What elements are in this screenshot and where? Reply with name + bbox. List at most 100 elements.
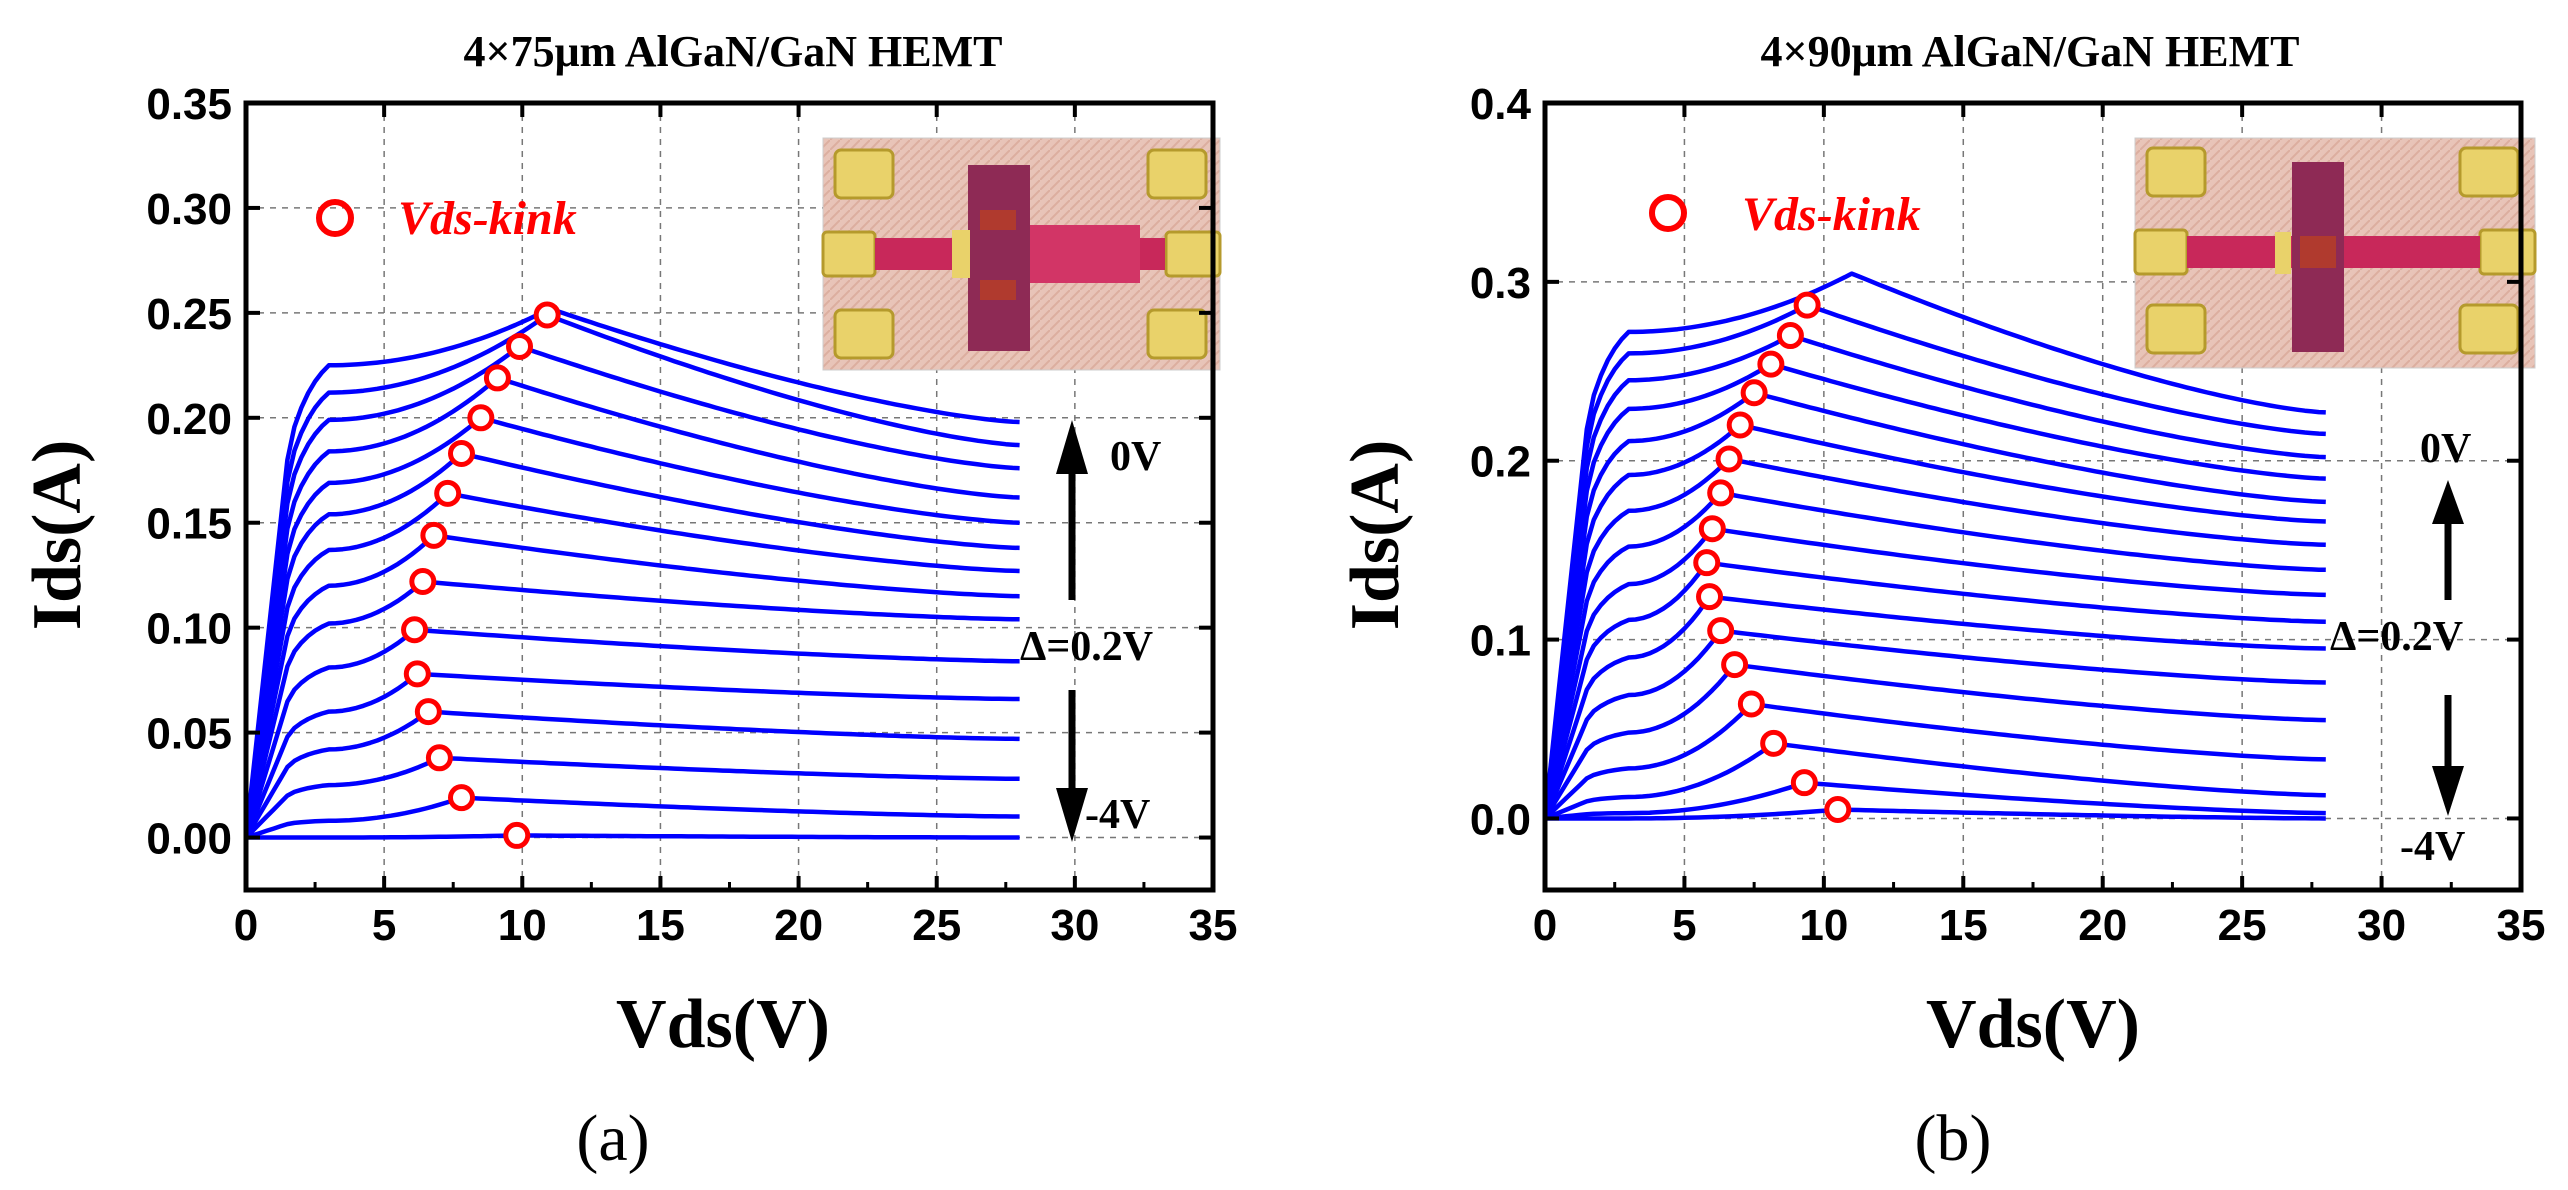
series-line-12 [1542, 390, 2326, 819]
kink-point-7 [1693, 549, 1721, 577]
kink-point-10 [1715, 445, 1743, 473]
series-line-10 [243, 415, 1020, 838]
x-axis-label: Vds(V) [616, 986, 830, 1063]
annotation-top: 0V [2420, 426, 2471, 472]
x-tick-label: 20 [774, 901, 823, 950]
chart-title: 4×90μm AlGaN/GaN HEMT [1761, 27, 2300, 76]
series-line-15 [1542, 303, 2326, 819]
device-micrograph-inset [821, 137, 1222, 371]
series-line-14 [243, 306, 1020, 838]
series-line-13 [1542, 363, 2326, 819]
chart-panel-b: 4×90μm AlGaN/GaN HEMT Vds-kink 0V Δ=0.2 [1337, 27, 2545, 1175]
annotation-step: Δ=0.2V [1020, 624, 1153, 670]
y-tick-label: 0.05 [146, 710, 232, 759]
kink-point-5 [1707, 617, 1735, 645]
x-axis-label: Vds(V) [1926, 986, 2140, 1063]
series-line-9 [1542, 491, 2326, 819]
series-line-16 [1542, 271, 2326, 819]
gate-voltage-annotation: 0V Δ=0.2V -4V [1020, 420, 1161, 842]
series-line-7 [1542, 561, 2326, 820]
y-tick-label: 0.35 [146, 80, 232, 129]
y-axis-label: Ids(A) [1337, 440, 1414, 631]
legend: Vds-kink [316, 192, 577, 245]
kink-point-4 [403, 660, 431, 688]
kink-point-15 [1793, 291, 1821, 319]
x-tick-label: 15 [636, 901, 685, 950]
series-curves [1542, 271, 2326, 821]
series-line-2 [1544, 741, 2326, 821]
series-line-11 [1542, 422, 2326, 819]
legend-label: Vds-kink [1742, 188, 1921, 241]
y-tick-label: 0.00 [146, 815, 232, 864]
kink-markers [401, 301, 561, 849]
legend-marker [1649, 194, 1687, 232]
series-line-8 [243, 492, 1020, 838]
series-line-13 [243, 313, 1020, 838]
x-tick-label: 20 [2078, 901, 2127, 950]
x-ticks: 0 5 10 15 20 25 30 35 [234, 103, 1238, 950]
series-line-11 [243, 377, 1020, 838]
series-line-6 [243, 579, 1020, 839]
kink-point-14 [1776, 322, 1804, 350]
legend: Vds-kink [1649, 188, 1921, 241]
kink-point-9 [1707, 479, 1735, 507]
kink-point-8 [1698, 515, 1726, 543]
series-line-14 [1542, 334, 2326, 819]
kink-point-1 [448, 784, 476, 812]
arrow-down-head [1056, 788, 1088, 842]
y-tick-label: 0.20 [146, 395, 232, 444]
annotation-top: 0V [1110, 434, 1161, 480]
series-line-1 [1544, 780, 2326, 821]
series-line-3 [1543, 702, 2326, 821]
y-tick-label: 0.2 [1470, 438, 1531, 487]
series-line-1 [245, 795, 1020, 840]
kink-point-5 [401, 616, 429, 644]
kink-point-7 [420, 521, 448, 549]
y-tick-label: 0.1 [1470, 617, 1531, 666]
kink-point-2 [425, 744, 453, 772]
series-line-3 [244, 709, 1020, 839]
x-tick-label: 5 [372, 901, 396, 950]
kink-point-13 [1757, 350, 1785, 378]
kink-point-4 [1721, 651, 1749, 679]
y-tick-label: 0.0 [1470, 795, 1531, 844]
series-line-0 [246, 833, 1020, 840]
series-line-12 [243, 345, 1020, 838]
arrow-down-head [2432, 766, 2464, 816]
series-line-7 [243, 533, 1020, 838]
legend-label: Vds-kink [398, 192, 577, 245]
x-ticks: 0 5 10 15 20 25 30 35 [1533, 103, 2546, 950]
kink-markers [1693, 291, 1852, 824]
kink-point-8 [434, 479, 462, 507]
kink-point-11 [1726, 411, 1754, 439]
x-tick-label: 35 [2497, 901, 2546, 950]
gate-voltage-annotation: 0V Δ=0.2V -4V [2330, 426, 2471, 870]
kink-point-0 [1824, 796, 1852, 824]
x-tick-label: 10 [1799, 901, 1848, 950]
kink-point-1 [1790, 769, 1818, 797]
y-tick-label: 0.30 [146, 185, 232, 234]
panel-label-b: (b) [1915, 1102, 1992, 1175]
kink-point-6 [1696, 583, 1724, 611]
series-line-4 [243, 671, 1020, 839]
y-tick-label: 0.25 [146, 290, 232, 339]
y-tick-label: 0.10 [146, 605, 232, 654]
x-tick-label: 10 [498, 901, 547, 950]
x-tick-label: 5 [1672, 901, 1696, 950]
x-tick-label: 0 [1533, 901, 1557, 950]
y-tick-label: 0.4 [1470, 80, 1532, 129]
series-line-4 [1543, 663, 2326, 820]
kink-point-11 [483, 364, 511, 392]
x-tick-label: 35 [1189, 901, 1238, 950]
panel-label-a: (a) [576, 1102, 649, 1175]
series-line-5 [1542, 629, 2326, 820]
kink-point-3 [1737, 690, 1765, 718]
kink-point-9 [448, 439, 476, 467]
x-tick-label: 15 [1939, 901, 1988, 950]
kink-point-2 [1760, 729, 1788, 757]
y-ticks: 0.0 0.1 0.2 0.3 0.4 [1470, 80, 2521, 844]
kink-point-0 [503, 821, 531, 849]
annotation-bottom: -4V [1085, 792, 1150, 838]
chart-panel-a: 4×75μm AlGaN/GaN HEMT Vds-kink [19, 27, 1237, 1175]
